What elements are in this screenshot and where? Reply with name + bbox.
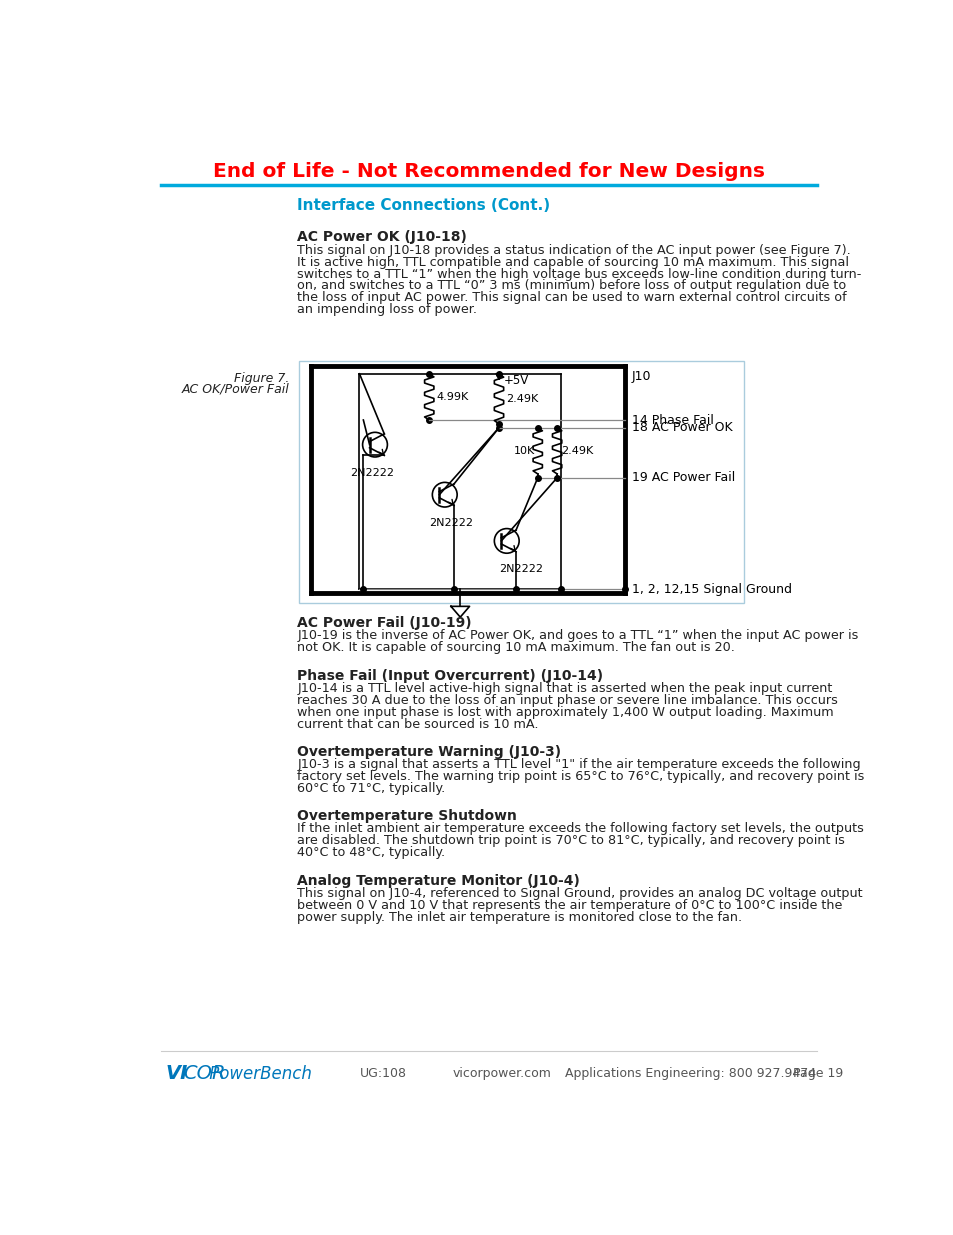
Text: J10-19 is the inverse of AC Power OK, and goes to a TTL “1” when the input AC po: J10-19 is the inverse of AC Power OK, an… bbox=[297, 630, 858, 642]
Text: 40°C to 48°C, typically.: 40°C to 48°C, typically. bbox=[297, 846, 445, 860]
Text: the loss of input AC power. This signal can be used to warn external control cir: the loss of input AC power. This signal … bbox=[297, 291, 846, 304]
Text: reaches 30 A due to the loss of an input phase or severe line imbalance. This oc: reaches 30 A due to the loss of an input… bbox=[297, 694, 838, 706]
Text: Overtemperature Warning (J10-3): Overtemperature Warning (J10-3) bbox=[297, 745, 561, 760]
Text: If the inlet ambient air temperature exceeds the following factory set levels, t: If the inlet ambient air temperature exc… bbox=[297, 823, 863, 835]
Text: switches to a TTL “1” when the high voltage bus exceeds low-line condition durin: switches to a TTL “1” when the high volt… bbox=[297, 268, 861, 280]
Text: when one input phase is lost with approximately 1,400 W output loading. Maximum: when one input phase is lost with approx… bbox=[297, 705, 833, 719]
Text: 10K: 10K bbox=[513, 446, 534, 456]
Text: J10: J10 bbox=[631, 370, 650, 383]
Text: AC Power OK (J10-18): AC Power OK (J10-18) bbox=[297, 230, 467, 243]
Text: current that can be sourced is 10 mA.: current that can be sourced is 10 mA. bbox=[297, 718, 538, 731]
Text: on, and switches to a TTL “0” 3 ms (minimum) before loss of output regulation du: on, and switches to a TTL “0” 3 ms (mini… bbox=[297, 279, 846, 293]
Text: 14 Phase Fail: 14 Phase Fail bbox=[631, 414, 713, 426]
Text: 60°C to 71°C, typically.: 60°C to 71°C, typically. bbox=[297, 782, 445, 795]
Text: End of Life - Not Recommended for New Designs: End of Life - Not Recommended for New De… bbox=[213, 162, 764, 180]
Text: 2N2222: 2N2222 bbox=[350, 468, 394, 478]
Text: +5V: +5V bbox=[503, 374, 528, 388]
Text: 2.49K: 2.49K bbox=[505, 394, 537, 404]
Text: Phase Fail (Input Overcurrent) (J10-14): Phase Fail (Input Overcurrent) (J10-14) bbox=[297, 668, 603, 683]
Text: 2.49K: 2.49K bbox=[560, 446, 593, 456]
Text: AC Power Fail (J10-19): AC Power Fail (J10-19) bbox=[297, 616, 472, 630]
Text: This signal on J10-18 provides a status indication of the AC input power (see Fi: This signal on J10-18 provides a status … bbox=[297, 243, 850, 257]
Text: vicorpower.com: vicorpower.com bbox=[452, 1067, 551, 1081]
Text: Page 19: Page 19 bbox=[793, 1067, 842, 1081]
Text: are disabled. The shutdown trip point is 70°C to 81°C, typically, and recovery p: are disabled. The shutdown trip point is… bbox=[297, 835, 844, 847]
Text: between 0 V and 10 V that represents the air temperature of 0°C to 100°C inside : between 0 V and 10 V that represents the… bbox=[297, 899, 842, 911]
Text: not OK. It is capable of sourcing 10 mA maximum. The fan out is 20.: not OK. It is capable of sourcing 10 mA … bbox=[297, 641, 735, 655]
Text: power supply. The inlet air temperature is monitored close to the fan.: power supply. The inlet air temperature … bbox=[297, 910, 741, 924]
Text: Interface Connections (Cont.): Interface Connections (Cont.) bbox=[297, 198, 550, 212]
Text: This signal on J10-4, referenced to Signal Ground, provides an analog DC voltage: This signal on J10-4, referenced to Sign… bbox=[297, 887, 862, 899]
Text: COR: COR bbox=[183, 1065, 226, 1083]
Text: 1, 2, 12,15 Signal Ground: 1, 2, 12,15 Signal Ground bbox=[631, 583, 791, 597]
Text: 2N2222: 2N2222 bbox=[498, 564, 542, 574]
Text: J10-3 is a signal that asserts a TTL level "1" if the air temperature exceeds th: J10-3 is a signal that asserts a TTL lev… bbox=[297, 758, 861, 771]
Text: 2N2222: 2N2222 bbox=[429, 517, 473, 527]
Text: Overtemperature Shutdown: Overtemperature Shutdown bbox=[297, 809, 517, 824]
Text: VI: VI bbox=[166, 1065, 188, 1083]
Text: 18 AC Power OK: 18 AC Power OK bbox=[631, 421, 731, 435]
Text: PowerBench: PowerBench bbox=[204, 1065, 312, 1083]
Text: an impending loss of power.: an impending loss of power. bbox=[297, 304, 477, 316]
Text: 19 AC Power Fail: 19 AC Power Fail bbox=[631, 472, 734, 484]
Text: Analog Temperature Monitor (J10-4): Analog Temperature Monitor (J10-4) bbox=[297, 873, 579, 888]
Text: It is active high, TTL compatible and capable of sourcing 10 mA maximum. This si: It is active high, TTL compatible and ca… bbox=[297, 256, 848, 269]
Text: 4.99K: 4.99K bbox=[436, 391, 468, 401]
Text: J10-14 is a TTL level active-high signal that is asserted when the peak input cu: J10-14 is a TTL level active-high signal… bbox=[297, 682, 832, 695]
Text: UG:108: UG:108 bbox=[359, 1067, 406, 1081]
Text: AC OK/Power Fail: AC OK/Power Fail bbox=[182, 383, 290, 395]
Text: factory set levels. The warning trip point is 65°C to 76°C, typically, and recov: factory set levels. The warning trip poi… bbox=[297, 769, 864, 783]
Text: Applications Engineering: 800 927.9474: Applications Engineering: 800 927.9474 bbox=[564, 1067, 815, 1081]
Text: Figure 7.: Figure 7. bbox=[234, 372, 290, 384]
